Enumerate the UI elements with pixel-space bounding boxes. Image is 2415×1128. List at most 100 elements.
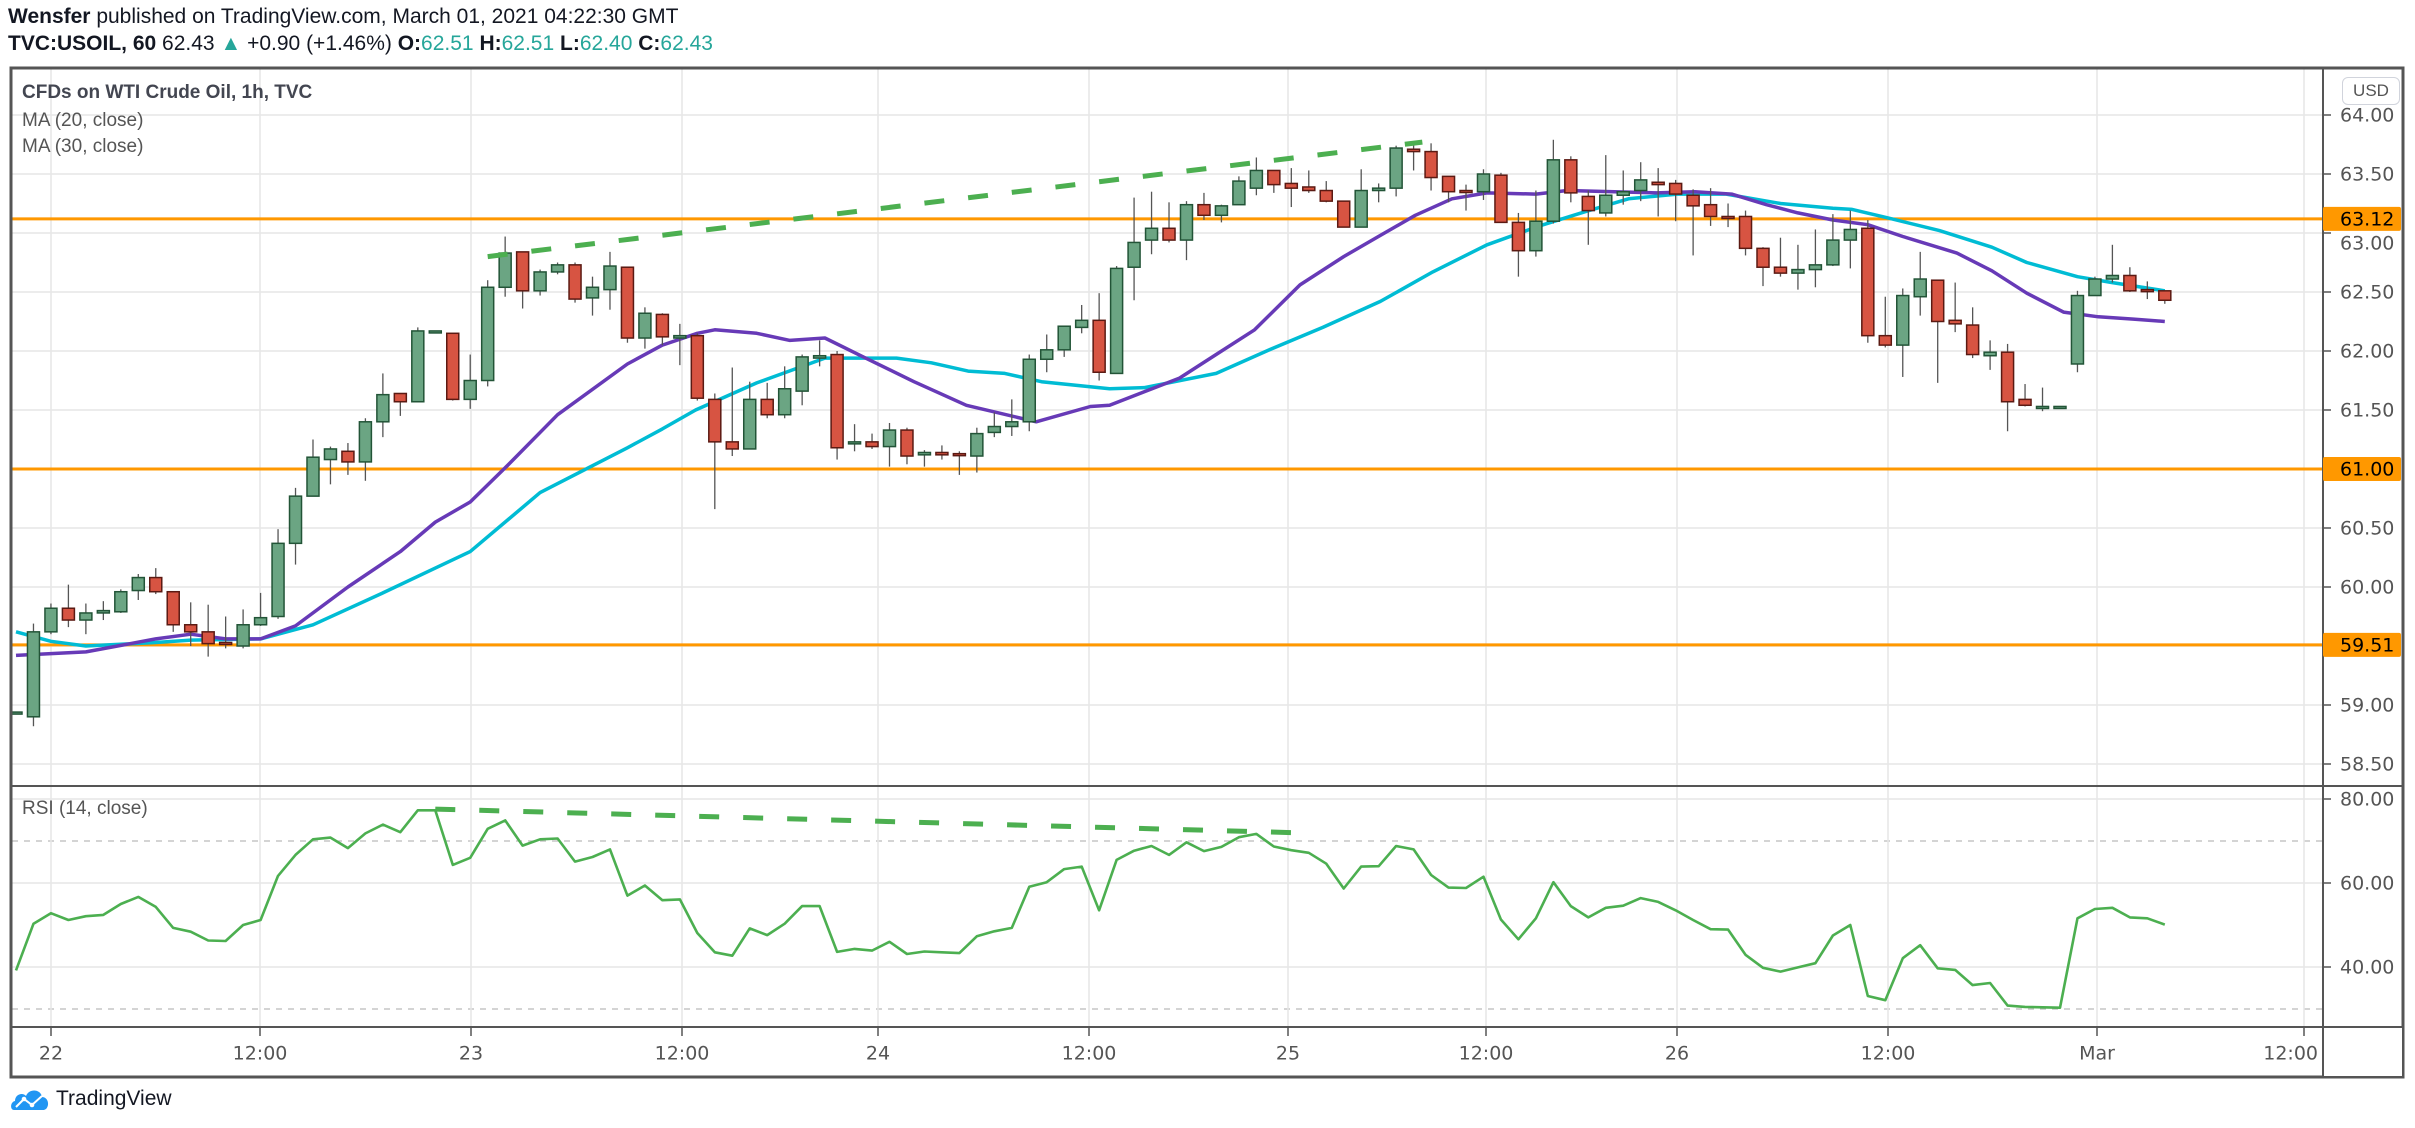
candle [620,266,635,343]
candle [1599,155,1613,217]
candle-body [1511,221,1526,252]
level-price-badge[interactable] [2323,457,2401,481]
candle-body [2053,405,2067,410]
candle [1249,157,1264,196]
high-label: H: [479,32,502,55]
publish-info: Wensfer published on TradingView.com, Ma… [8,5,678,29]
price-trendline[interactable] [487,139,1423,260]
candle-body [1214,205,1229,217]
tradingview-logo[interactable]: TradingView [10,1086,172,1112]
candle-body [463,379,477,401]
candle [1284,168,1299,208]
author-name[interactable]: Wensfer [8,5,91,28]
candle-body [2123,274,2137,292]
rsi-dashed-trendline[interactable] [435,806,1292,836]
candle [830,351,844,460]
price-axis-label: 64.00 [2340,105,2394,127]
candle [1896,288,1910,377]
candle-body [1861,227,1875,337]
horizontal-levels[interactable] [12,217,2322,647]
candle-body [166,590,180,626]
level-price-badge[interactable] [2323,206,2401,231]
level-price-badge[interactable] [2323,632,2401,657]
price-dashed-trendline[interactable] [487,139,1423,260]
time-axis-label: 26 [1665,1043,1689,1065]
time-axis-label: 24 [866,1043,890,1065]
candle [1074,304,1089,334]
symbol-name: TVC:USOIL, 60 [8,32,157,55]
candle [131,574,146,600]
candle [1791,244,1805,290]
candle-body [917,451,932,456]
axes[interactable]: 64.00 63.50 63.00 62.50 62.00 61.50 60.50 60.00… [39,105,2402,1077]
candle-body [1336,200,1351,228]
level-price-label: 59.51 [2340,634,2394,656]
candle [253,592,268,626]
candle-body [1319,189,1333,202]
candle-body [655,313,670,338]
candle [1546,139,1561,224]
candle [61,584,76,628]
candle-body [1057,325,1071,351]
candle-body [795,356,809,392]
candle-body [2000,351,2015,403]
candle [2035,387,2050,412]
candle [952,451,967,475]
candle [1302,170,1316,193]
rsi-axis-label: 80.00 [2340,789,2394,811]
ma20-line [15,188,2165,658]
candle-body [760,398,774,416]
candle-body [725,441,740,450]
candle [1371,183,1386,203]
candle-body [1074,319,1089,329]
candle [393,392,408,416]
candle [725,367,740,457]
candle [1668,179,1683,222]
candle-body [812,354,827,359]
candle [1930,279,1945,383]
candle [1389,145,1403,197]
candle-body [533,271,547,292]
candle [812,340,827,367]
candle-body [603,265,617,291]
candle-body [1738,215,1753,250]
price-axis-label: 59.00 [2340,695,2394,717]
rsi-axis-label: 40.00 [2340,957,2394,979]
candle-body [1564,159,1578,194]
candle-body [1354,189,1368,228]
currency-button[interactable]: USD [2342,77,2400,105]
legend-series-title[interactable]: CFDs on WTI Crude Oil, 1h, TVC [22,82,313,103]
candle-body [847,441,862,445]
grid-lines [12,69,2322,1026]
candle-body [1389,147,1403,189]
candle [1406,144,1421,171]
time-axis-label: 23 [459,1043,483,1065]
candle [603,251,617,310]
candle [1022,354,1037,432]
candle [1738,210,1753,256]
candle [673,323,687,366]
time-axis-label: 12:00 [1459,1043,1514,1065]
candle [1109,266,1124,375]
candle [1913,251,1927,316]
candle [987,412,1002,438]
candle [1948,282,1962,333]
legend-ma30[interactable]: MA (30, close) [22,136,144,157]
moving-averages [15,188,2166,658]
candle [12,711,23,715]
candle [26,623,41,727]
candle [1721,203,1735,228]
price-axis-label: 60.00 [2340,577,2394,599]
candle [498,236,512,297]
legend-ma20[interactable]: MA (20, close) [22,110,144,131]
candle-body [1773,266,1788,274]
candle [463,354,477,409]
candle-body [2105,274,2120,280]
candlestick-series [12,139,2172,727]
legend-rsi[interactable]: RSI (14, close) [22,798,148,819]
candle [480,280,495,387]
candle-body [1686,194,1700,207]
candle [865,433,879,449]
candle [638,307,652,349]
